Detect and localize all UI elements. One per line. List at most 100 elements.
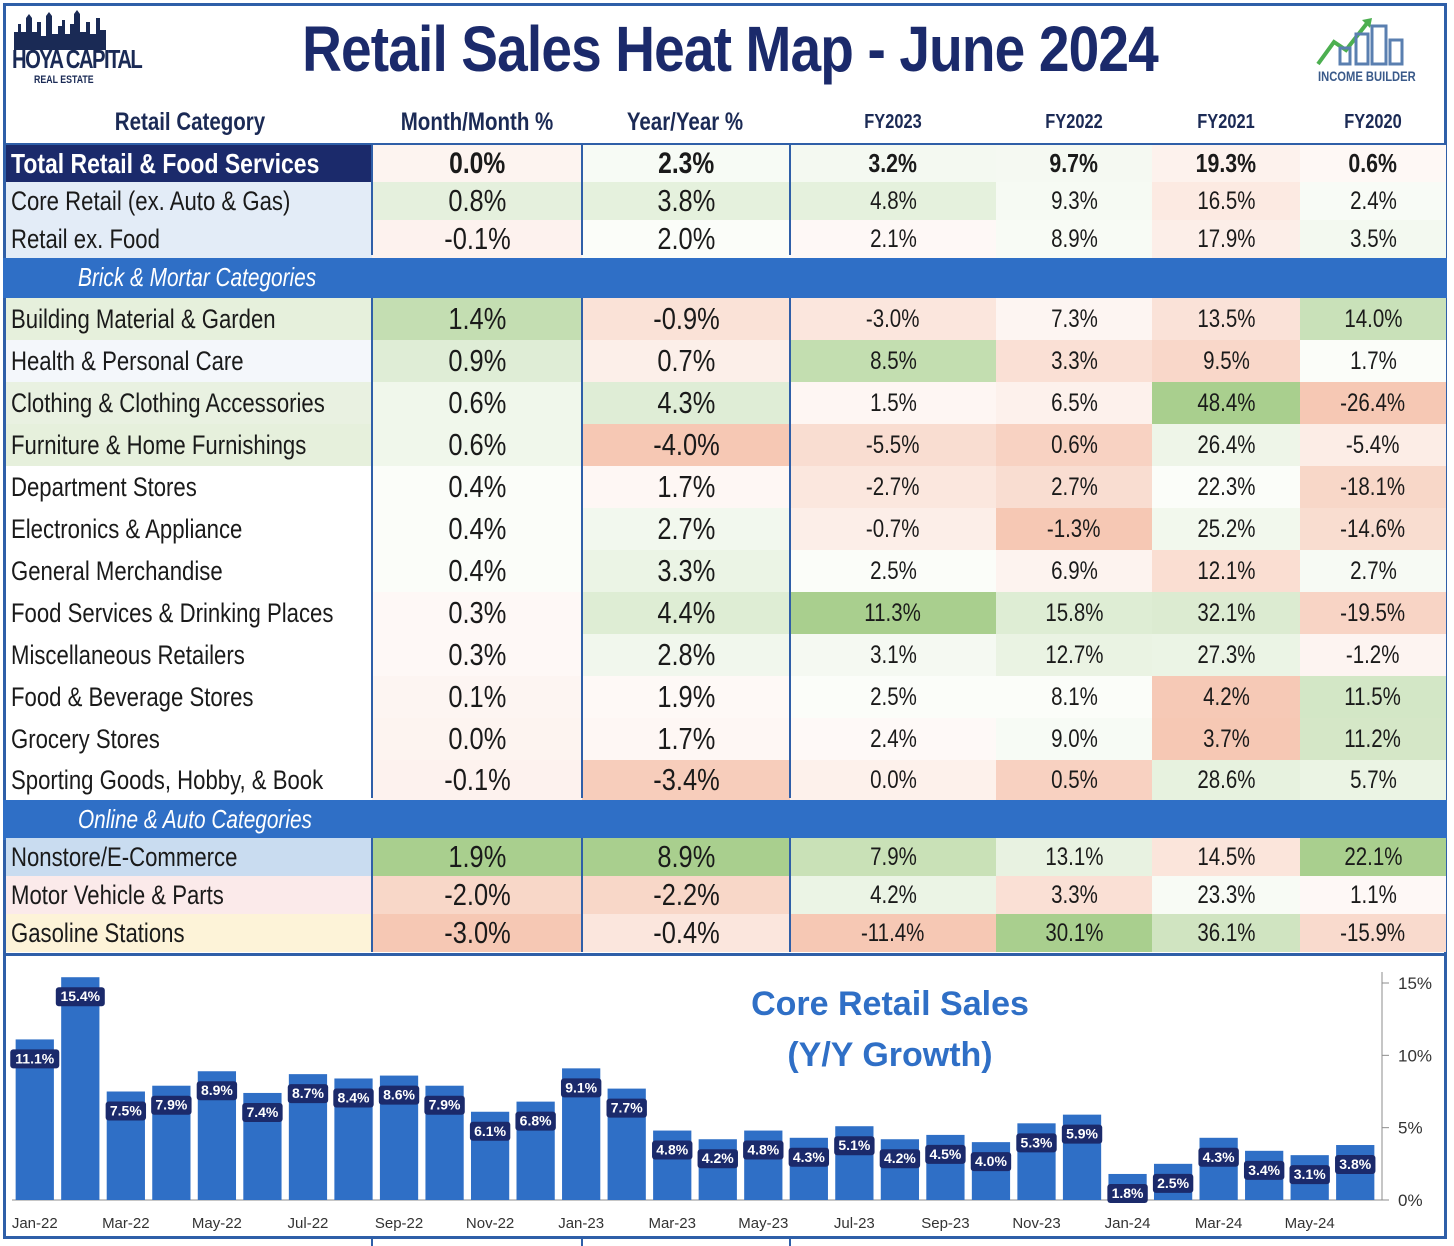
col-header-fy2020: FY2020 bbox=[1344, 111, 1402, 133]
heat-cell-value: 0.3% bbox=[448, 637, 506, 672]
x-tick-label: Jul-23 bbox=[834, 1215, 875, 1232]
row-label-text: Building Material & Garden bbox=[11, 304, 276, 334]
data-label-bg bbox=[1152, 1173, 1194, 1193]
row-label: Health & Personal Care bbox=[6, 340, 372, 382]
heat-cell-value: 4.8% bbox=[869, 187, 917, 215]
heat-cell-value: 23.3% bbox=[1196, 881, 1256, 909]
y-tick-label: 15% bbox=[1398, 974, 1432, 993]
heat-cell-mom: 0.6% bbox=[372, 382, 582, 424]
heat-cell-fy2022: 9.7% bbox=[996, 145, 1152, 182]
heat-cell-value: 12.1% bbox=[1196, 557, 1256, 585]
data-label: 4.5% bbox=[929, 1146, 961, 1162]
heat-cell-value: 8.1% bbox=[1050, 683, 1098, 711]
column-separator bbox=[581, 838, 583, 952]
heat-cell-value: 0.6% bbox=[448, 385, 506, 420]
data-label: 4.0% bbox=[975, 1153, 1007, 1169]
heat-cell-mom: 0.1% bbox=[372, 676, 582, 718]
x-tick-label: May-23 bbox=[738, 1215, 788, 1232]
column-separator bbox=[371, 145, 373, 255]
y-tick-label: 5% bbox=[1398, 1119, 1423, 1138]
heat-cell-fy2022: 15.8% bbox=[996, 592, 1152, 634]
heat-cell-fy2023: -3.0% bbox=[790, 298, 996, 340]
row-label-text: Gasoline Stations bbox=[11, 918, 185, 948]
data-label-bg bbox=[697, 1149, 738, 1169]
heat-cell-value: 1.7% bbox=[657, 721, 715, 756]
heat-cell-yoy: -0.9% bbox=[582, 298, 790, 340]
heat-cell-value: 0.4% bbox=[448, 553, 506, 588]
data-label-bg bbox=[55, 987, 105, 1007]
heat-cell-fy2020: 1.1% bbox=[1300, 876, 1446, 914]
heat-cell-fy2020: 11.2% bbox=[1300, 718, 1446, 760]
heat-cell-value: 32.1% bbox=[1196, 599, 1256, 627]
heat-cell-yoy: -4.0% bbox=[582, 424, 790, 466]
heat-cell-fy2021: 22.3% bbox=[1152, 466, 1300, 508]
row-label: Clothing & Clothing Accessories bbox=[6, 382, 372, 424]
data-label-bg bbox=[652, 1140, 693, 1160]
heat-cell-fy2020: 3.5% bbox=[1300, 220, 1446, 258]
heat-cell-fy2023: 7.9% bbox=[790, 838, 996, 876]
heat-cell-fy2021: 23.3% bbox=[1152, 876, 1300, 914]
column-separator bbox=[789, 1236, 791, 1246]
heat-cell-yoy: 2.0% bbox=[582, 220, 790, 258]
data-label-bg bbox=[879, 1149, 921, 1169]
column-separator bbox=[581, 145, 583, 255]
heat-cell-mom: 0.4% bbox=[372, 508, 582, 550]
col-header-mom: Month/Month % bbox=[400, 108, 554, 136]
heat-cell-fy2022: 3.3% bbox=[996, 876, 1152, 914]
heat-cell-value: -19.5% bbox=[1340, 599, 1406, 627]
row-label-text: Health & Personal Care bbox=[11, 346, 244, 376]
data-label: 4.3% bbox=[793, 1149, 825, 1165]
heat-cell-yoy: -2.2% bbox=[582, 876, 790, 914]
heat-cell-value: 2.8% bbox=[657, 637, 715, 672]
column-separator bbox=[371, 298, 373, 798]
heat-cell-value: 0.7% bbox=[657, 343, 715, 378]
heat-cell-fy2022: 7.3% bbox=[996, 298, 1152, 340]
x-tick-label: Jan-24 bbox=[1105, 1215, 1151, 1232]
data-label: 8.7% bbox=[292, 1085, 324, 1101]
heat-cell-fy2021: 32.1% bbox=[1152, 592, 1300, 634]
row-label: Gasoline Stations bbox=[6, 914, 372, 952]
heat-cell-value: -3.0% bbox=[443, 915, 511, 950]
row-label: Grocery Stores bbox=[6, 718, 372, 760]
heat-cell-fy2023: 0.0% bbox=[790, 760, 996, 800]
row-label: Department Stores bbox=[6, 466, 372, 508]
heat-cell-yoy: -3.4% bbox=[582, 760, 790, 800]
col-header-fy2022: FY2022 bbox=[1045, 111, 1103, 133]
heat-cell-yoy: 2.3% bbox=[582, 145, 790, 182]
heat-cell-yoy: 0.7% bbox=[582, 340, 790, 382]
heat-cell-value: 0.9% bbox=[448, 343, 506, 378]
heat-cell-value: -1.3% bbox=[1047, 515, 1101, 543]
heat-cell-value: 7.9% bbox=[869, 843, 917, 871]
heat-cell-value: 13.1% bbox=[1044, 843, 1104, 871]
heat-cell-value: 22.1% bbox=[1343, 843, 1403, 871]
column-separator bbox=[581, 1236, 583, 1246]
heat-cell-value: 3.1% bbox=[869, 641, 917, 669]
heat-cell-fy2021: 12.1% bbox=[1152, 550, 1300, 592]
heat-cell-value: -2.0% bbox=[443, 877, 511, 912]
heat-cell-value: 13.5% bbox=[1196, 305, 1256, 333]
row-separator bbox=[3, 953, 1447, 956]
data-label-bg bbox=[606, 1098, 647, 1118]
heat-cell-mom: 1.4% bbox=[372, 298, 582, 340]
heat-cell-fy2021: 48.4% bbox=[1152, 382, 1300, 424]
heat-cell-mom: 0.6% bbox=[372, 424, 582, 466]
heat-cell-value: -5.4% bbox=[1346, 431, 1400, 459]
heat-cell-mom: -2.0% bbox=[372, 876, 582, 914]
heat-cell-fy2021: 4.2% bbox=[1152, 676, 1300, 718]
heat-cell-yoy: 4.3% bbox=[582, 382, 790, 424]
heat-cell-value: -3.4% bbox=[652, 762, 720, 797]
data-label: 7.9% bbox=[155, 1097, 187, 1113]
heat-cell-fy2022: 2.7% bbox=[996, 466, 1152, 508]
heat-cell-mom: 0.8% bbox=[372, 182, 582, 220]
heat-cell-mom: 0.3% bbox=[372, 592, 582, 634]
row-label-text: Motor Vehicle & Parts bbox=[11, 880, 224, 910]
section-title-brick: Brick & Mortar Categories bbox=[78, 262, 317, 292]
heat-cell-value: -0.1% bbox=[443, 762, 511, 797]
heat-cell-fy2022: 12.7% bbox=[996, 634, 1152, 676]
skyline-icon bbox=[14, 10, 106, 50]
heat-cell-fy2020: -1.2% bbox=[1300, 634, 1446, 676]
x-tick-label: Mar-23 bbox=[648, 1215, 696, 1232]
row-label: Nonstore/E-Commerce bbox=[6, 838, 372, 876]
heat-cell-value: 16.5% bbox=[1196, 187, 1256, 215]
heat-cell-value: 1.1% bbox=[1349, 881, 1397, 909]
